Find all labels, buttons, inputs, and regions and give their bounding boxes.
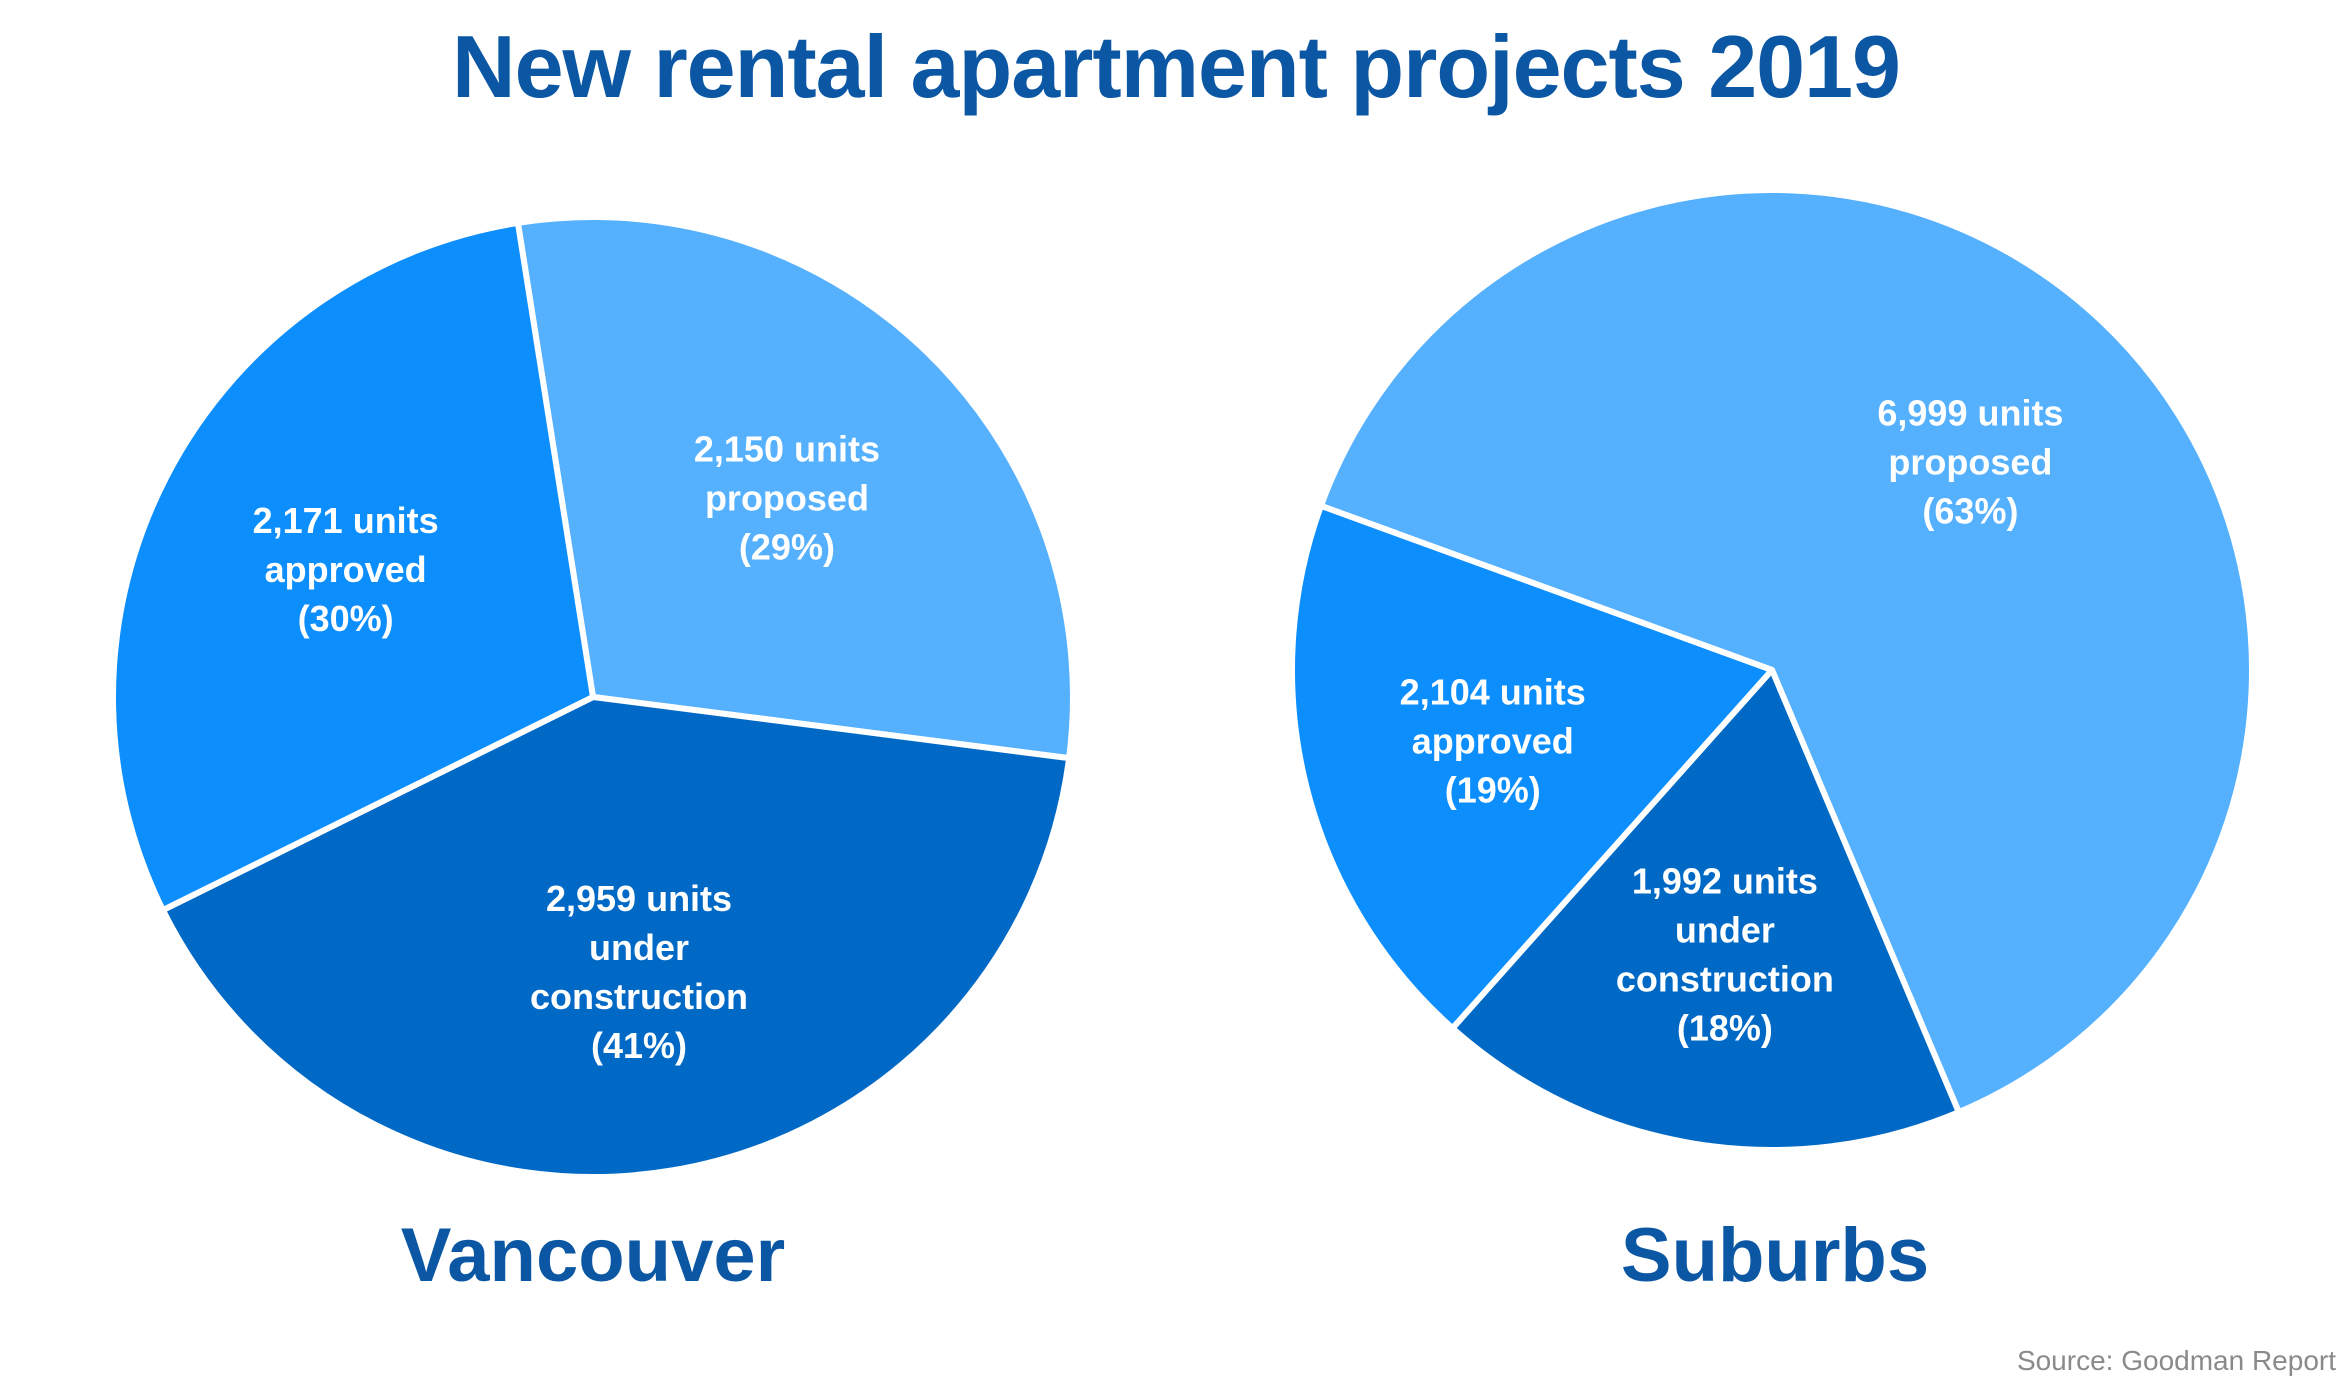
- slice-label-line: approved: [1412, 720, 1574, 761]
- slice-label-approved: 2,171 units approved (30%): [253, 500, 439, 639]
- pie-slice-proposed: [1317, 187, 2256, 1116]
- pie-vancouver: 2,150 units proposed (29%) 2,959 units under…: [110, 214, 1076, 1180]
- slice-label-line: (41%): [591, 1025, 687, 1066]
- slice-label-under-construction: 1,992 units under construction (18%): [1616, 861, 1834, 1049]
- pie-slice-approved: [1289, 502, 1775, 1032]
- slice-label-line: 2,104 units: [1400, 671, 1586, 712]
- slice-label-line: under: [589, 927, 689, 968]
- chart-caption-suburbs: Suburbs: [1620, 1213, 1930, 1298]
- slice-label-proposed: 2,150 units proposed (29%): [694, 428, 880, 567]
- slice-label-under-construction: 2,959 units under construction (41%): [530, 878, 748, 1066]
- slice-label-line: construction: [530, 976, 748, 1017]
- slice-label-line: (29%): [739, 526, 835, 567]
- slice-label-line: 1,992 units: [1632, 861, 1818, 902]
- slice-label-approved: 2,104 units approved (19%): [1400, 671, 1586, 810]
- slice-label-line: 2,150 units: [694, 428, 880, 469]
- slice-label-proposed: 6,999 units proposed (63%): [1877, 392, 2063, 531]
- source-note: Source: Goodman Report: [2016, 1345, 2336, 1376]
- pie-slice-under-construction: [159, 694, 1073, 1180]
- slice-label-line: 6,999 units: [1877, 392, 2063, 433]
- slice-label-line: 2,171 units: [253, 500, 439, 541]
- slice-label-line: proposed: [705, 477, 869, 518]
- chart-title: New rental apartment projects 2019: [452, 17, 1901, 116]
- slice-label-line: (63%): [1922, 490, 2018, 531]
- slice-label-line: (18%): [1677, 1008, 1773, 1049]
- slice-label-line: proposed: [1888, 441, 2052, 482]
- pie-slice-under-construction: [1449, 667, 1962, 1153]
- slice-label-line: (30%): [298, 598, 394, 639]
- pie-slice-proposed: [514, 214, 1076, 762]
- pie-slice-approved: [110, 219, 596, 914]
- slice-label-line: (19%): [1445, 769, 1541, 810]
- chart-caption-vancouver: Vancouver: [400, 1213, 786, 1298]
- slice-label-line: 2,959 units: [546, 878, 732, 919]
- slice-label-line: approved: [265, 549, 427, 590]
- slice-label-line: under: [1675, 910, 1775, 951]
- slice-label-line: construction: [1616, 959, 1834, 1000]
- pie-suburbs: 6,999 units proposed (63%) 1,992 units under…: [1289, 187, 2256, 1153]
